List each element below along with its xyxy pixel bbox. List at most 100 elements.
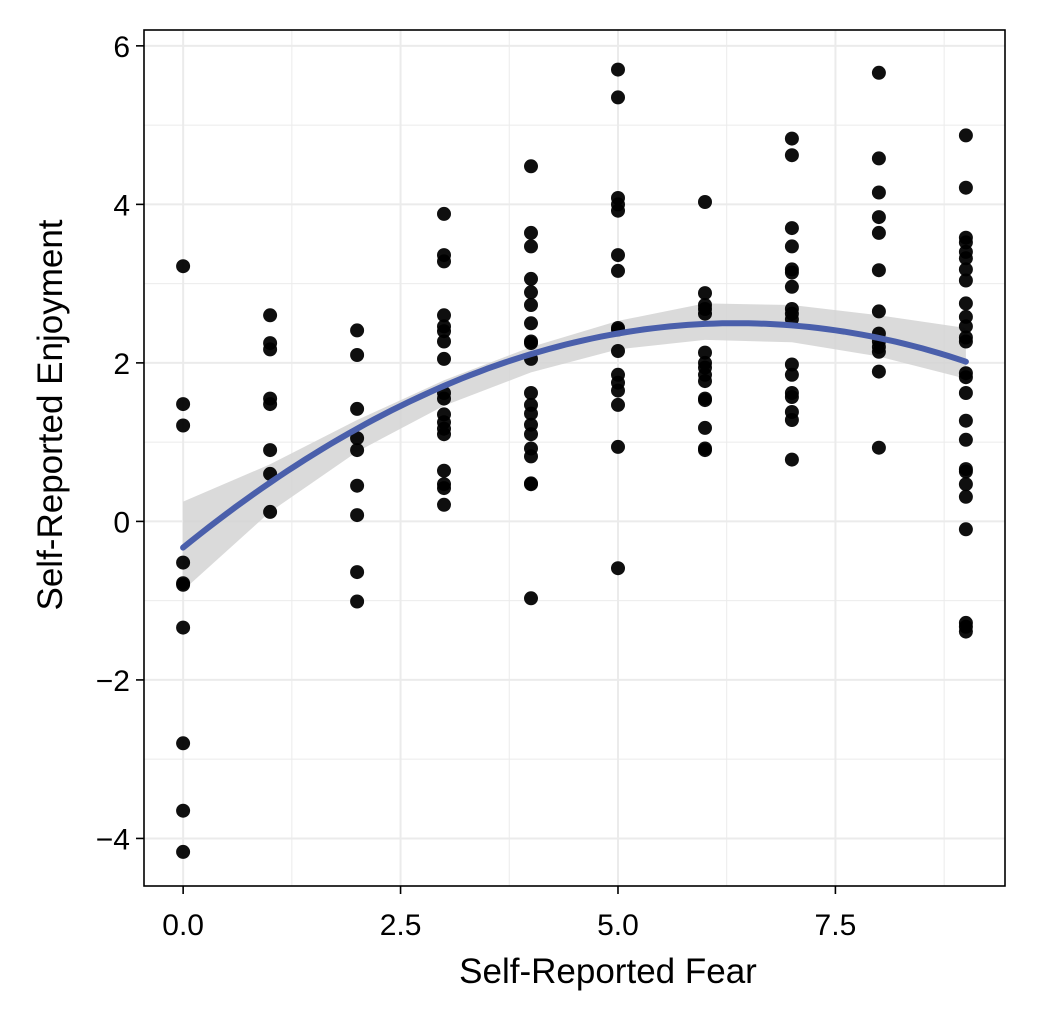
y-tick-label: 4 (113, 189, 130, 222)
data-point (176, 418, 191, 433)
data-point (698, 345, 712, 360)
data-point (958, 489, 973, 504)
data-point (437, 254, 451, 269)
data-point (350, 348, 365, 362)
data-point (524, 336, 538, 351)
data-point (698, 306, 712, 321)
data-point (437, 497, 451, 512)
data-point (784, 279, 799, 294)
data-point (958, 251, 973, 266)
fit-line (180, 320, 969, 551)
data-point (437, 308, 451, 323)
data-point (611, 344, 625, 358)
data-point (437, 481, 451, 496)
data-point (958, 477, 973, 492)
data-point (350, 401, 365, 416)
data-point (524, 449, 538, 464)
data-point (784, 265, 799, 280)
data-point (176, 397, 191, 412)
data-point (437, 206, 451, 221)
data-point (350, 323, 365, 338)
data-point (263, 342, 278, 357)
data-point (958, 624, 973, 639)
data-point (524, 591, 538, 606)
data-point (784, 221, 799, 236)
data-point (871, 210, 886, 225)
data-point (263, 397, 278, 412)
data-point (611, 439, 625, 454)
data-point (958, 432, 973, 447)
data-point (350, 565, 365, 580)
data-point (611, 62, 625, 77)
data-point (437, 351, 451, 366)
data-point (784, 239, 799, 254)
data-point (784, 131, 799, 146)
data-point (611, 397, 625, 412)
data-point (524, 159, 538, 174)
data-point (524, 239, 538, 254)
data-point (958, 262, 973, 277)
data-point (176, 844, 191, 859)
data-point (263, 504, 278, 519)
data-point (350, 443, 365, 458)
data-point (871, 151, 886, 166)
data-point (437, 391, 451, 406)
data-point (176, 259, 191, 274)
data-point (524, 386, 538, 400)
data-point (698, 374, 712, 389)
data-point (871, 185, 886, 200)
data-point (524, 406, 538, 421)
data-point (698, 393, 712, 408)
x-tick-label: 7.5 (815, 909, 857, 942)
data-point (263, 443, 278, 458)
data-point (611, 203, 625, 218)
data-point (871, 263, 886, 278)
data-point (958, 296, 973, 311)
data-point (958, 334, 973, 349)
data-point (176, 803, 191, 818)
x-tick-label: 2.5 (380, 909, 422, 942)
y-tick-label: −4 (96, 823, 130, 856)
data-point (611, 248, 625, 263)
data-point (176, 555, 191, 570)
y-tick-label: 0 (113, 506, 130, 539)
data-point (524, 477, 538, 492)
data-point (524, 298, 538, 312)
data-point (698, 195, 712, 209)
x-tick-label: 5.0 (597, 909, 639, 942)
data-point (958, 273, 973, 288)
data-point (350, 431, 365, 446)
y-tick-label: 6 (113, 31, 130, 64)
data-point (176, 577, 191, 592)
data-point (958, 464, 973, 479)
data-point (524, 427, 538, 442)
data-point (524, 316, 538, 331)
data-point (958, 386, 973, 400)
data-point (437, 427, 451, 442)
y-axis-title: Self-Reported Enjoyment (31, 219, 70, 610)
axes: 0.0 2.5 5.0 7.5 −4 −2 0 2 4 6 (96, 31, 856, 942)
data-point (784, 367, 799, 382)
data-point (871, 225, 886, 240)
data-point (176, 620, 191, 635)
data-point (784, 452, 799, 467)
data-point (263, 308, 278, 323)
data-point (350, 594, 365, 609)
data-point (784, 390, 799, 404)
data-point (611, 90, 625, 105)
data-point (350, 478, 365, 493)
data-point (611, 561, 625, 576)
data-point (698, 420, 712, 435)
data-point (958, 180, 973, 195)
scatter-points (176, 62, 973, 859)
data-point (524, 271, 538, 286)
y-tick-label: 2 (113, 348, 130, 381)
data-point (784, 148, 799, 163)
confidence-band-layer (183, 303, 966, 591)
grid-lines (144, 30, 1005, 886)
data-point (698, 443, 712, 458)
data-point (958, 413, 973, 428)
data-point (611, 263, 625, 278)
data-point (437, 463, 451, 478)
